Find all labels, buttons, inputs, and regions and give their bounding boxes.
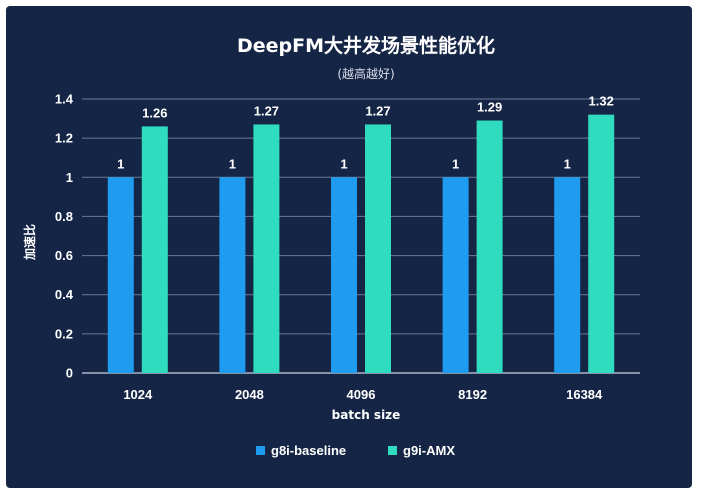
data-label: 1 [117, 156, 124, 171]
bar-g8i-baseline [219, 177, 246, 373]
x-tick-label: 1024 [123, 387, 153, 402]
chart-panel: DeepFM大井发场景性能优化 (越高越好) 0 0.2 0.4 0.6 0.8 1 1.2… [6, 6, 692, 488]
x-axis-title: batch size [332, 408, 401, 422]
y-tick-label: 0.6 [55, 248, 73, 263]
x-tick-label: 4096 [347, 387, 376, 402]
bar-g8i-baseline [331, 177, 357, 373]
gridlines [82, 98, 640, 374]
x-axis-ticks: 1024 2048 4096 8192 16384 [123, 387, 603, 402]
y-tick-label: 0 [66, 366, 73, 381]
bar-g8i-baseline [442, 177, 469, 373]
legend-swatch [388, 446, 397, 455]
x-tick-label: 16384 [566, 387, 603, 402]
data-label: 1 [229, 156, 236, 171]
bar-g9i-AMX [141, 126, 168, 374]
data-label: 1.27 [365, 103, 390, 118]
legend-swatch [256, 446, 265, 455]
data-label: 1.32 [589, 94, 614, 109]
y-tick-label: 1.4 [55, 92, 74, 107]
bar-g9i-AMX [476, 120, 503, 374]
x-tick-label: 2048 [235, 387, 264, 402]
chart-subtitle: (越高越好) [337, 66, 394, 81]
bar-chart: DeepFM大井发场景性能优化 (越高越好) 0 0.2 0.4 0.6 0.8 1 1.2… [22, 34, 640, 458]
data-label: 1.29 [477, 100, 502, 115]
y-tick-label: 0.2 [55, 326, 73, 341]
bar-g9i-AMX [253, 124, 280, 373]
chart-title: DeepFM大井发场景性能优化 [237, 34, 495, 57]
data-label: 1 [564, 156, 571, 171]
bar-g8i-baseline [107, 177, 134, 373]
x-tick-label: 8192 [458, 387, 487, 402]
y-tick-label: 0.8 [55, 209, 73, 224]
data-labels: 1 1.26 1 1.27 1 1.27 1 1.29 1 1.32 [117, 94, 614, 172]
legend: g8i-baseline g9i-AMX [256, 443, 455, 458]
data-label: 1.26 [142, 105, 167, 120]
y-tick-label: 1 [66, 170, 73, 185]
y-tick-label: 1.2 [55, 131, 73, 146]
legend-label: g9i-AMX [403, 443, 455, 458]
bar-g8i-baseline [554, 177, 581, 373]
bars [107, 114, 615, 374]
legend-label: g8i-baseline [271, 443, 346, 458]
bar-g9i-AMX [365, 124, 391, 373]
y-axis-ticks: 0 0.2 0.4 0.6 0.8 1 1.2 1.4 [55, 92, 74, 381]
y-tick-label: 0.4 [55, 287, 74, 302]
y-axis-title: 加速比 [22, 224, 37, 261]
data-label: 1.27 [254, 103, 279, 118]
data-label: 1 [340, 156, 347, 171]
bar-g9i-AMX [588, 114, 615, 374]
data-label: 1 [452, 156, 459, 171]
